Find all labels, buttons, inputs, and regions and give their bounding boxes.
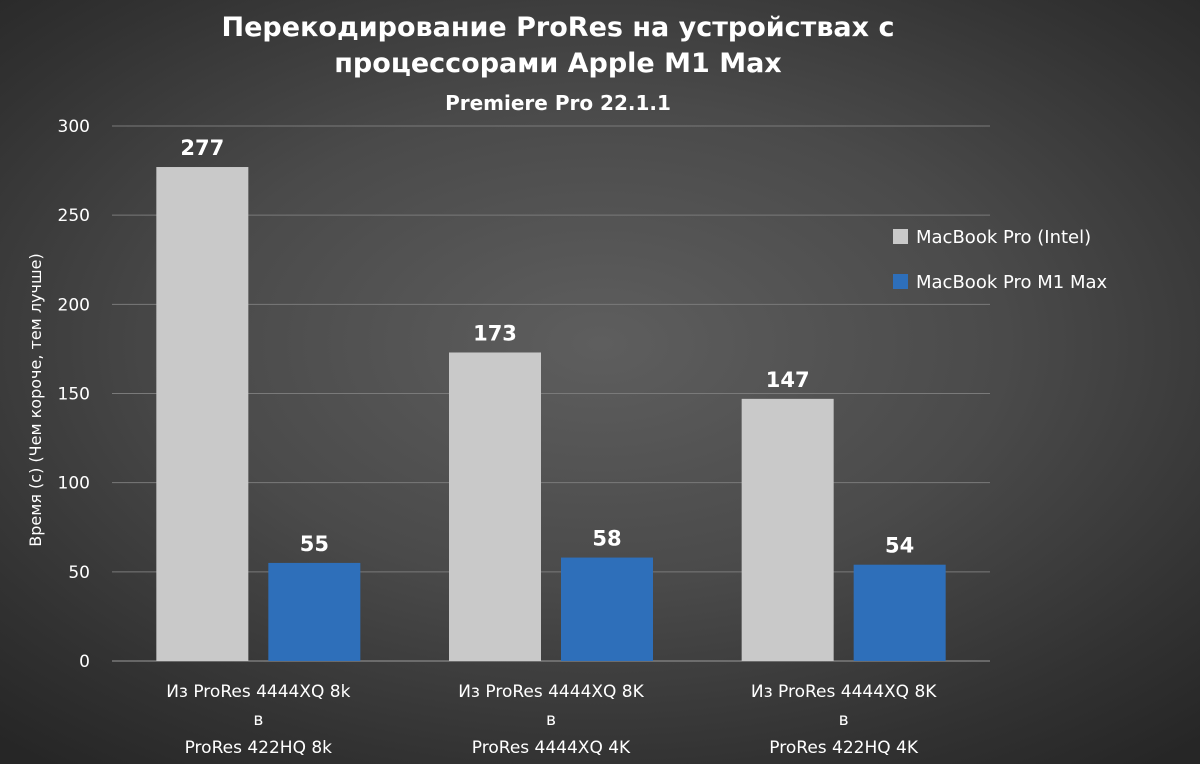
bar-m1-max-2	[561, 557, 653, 661]
data-labels: 277 55 173 58 147 54	[180, 136, 914, 558]
legend-label: MacBook Pro M1 Max	[916, 272, 1108, 293]
chart-subtitle: Premiere Pro 22.1.1	[445, 91, 671, 115]
y-tick-label: 100	[58, 474, 90, 494]
bar-m1-max-3	[853, 564, 946, 661]
x-category-label: Из ProRes 4444XQ 8k	[166, 682, 350, 702]
x-category-label: в	[253, 710, 263, 730]
bar-intel-1	[156, 167, 249, 661]
y-tick-label: 200	[58, 295, 90, 315]
gridlines	[112, 125, 990, 662]
x-category-label: ProRes 4444XQ 4K	[472, 738, 631, 758]
chart-title-line-2: процессорами Apple M1 Max	[334, 48, 781, 79]
y-tick-label: 0	[79, 652, 90, 672]
x-axis-categories: Из ProRes 4444XQ 8k в ProRes 422HQ 8k Из Pr…	[166, 682, 937, 758]
x-category-label: Из ProRes 4444XQ 8K	[751, 682, 937, 702]
data-label: 147	[766, 368, 810, 392]
bar-m1-max-1	[268, 562, 361, 661]
y-tick-label: 300	[58, 117, 90, 137]
data-label: 58	[592, 527, 621, 551]
legend-swatch	[893, 229, 908, 244]
y-tick-label: 250	[58, 206, 90, 226]
data-label: 54	[885, 534, 914, 558]
data-label: 55	[300, 532, 329, 556]
legend: MacBook Pro (Intel) MacBook Pro M1 Max	[893, 227, 1108, 293]
data-label: 173	[473, 321, 517, 345]
x-category-label: в	[546, 710, 556, 730]
data-label: 277	[180, 136, 224, 160]
y-axis-ticks: 0 50 100 150 200 250 300	[58, 117, 90, 672]
x-category-label: ProRes 422HQ 4K	[769, 738, 919, 758]
y-tick-label: 150	[58, 385, 90, 405]
chart-title-line-1: Перекодирование ProRes на устройствах с	[222, 12, 895, 43]
y-axis-title: Время (с) (Чем короче, тем лучше)	[26, 253, 45, 546]
legend-swatch	[893, 274, 908, 289]
x-category-label: в	[839, 710, 849, 730]
x-category-label: ProRes 422HQ 8k	[185, 738, 333, 758]
bar-intel-2	[449, 352, 541, 661]
legend-label: MacBook Pro (Intel)	[916, 227, 1091, 248]
y-tick-label: 50	[68, 563, 90, 583]
bars	[156, 167, 946, 661]
bar-intel-3	[741, 398, 834, 661]
x-category-label: Из ProRes 4444XQ 8K	[458, 682, 644, 702]
